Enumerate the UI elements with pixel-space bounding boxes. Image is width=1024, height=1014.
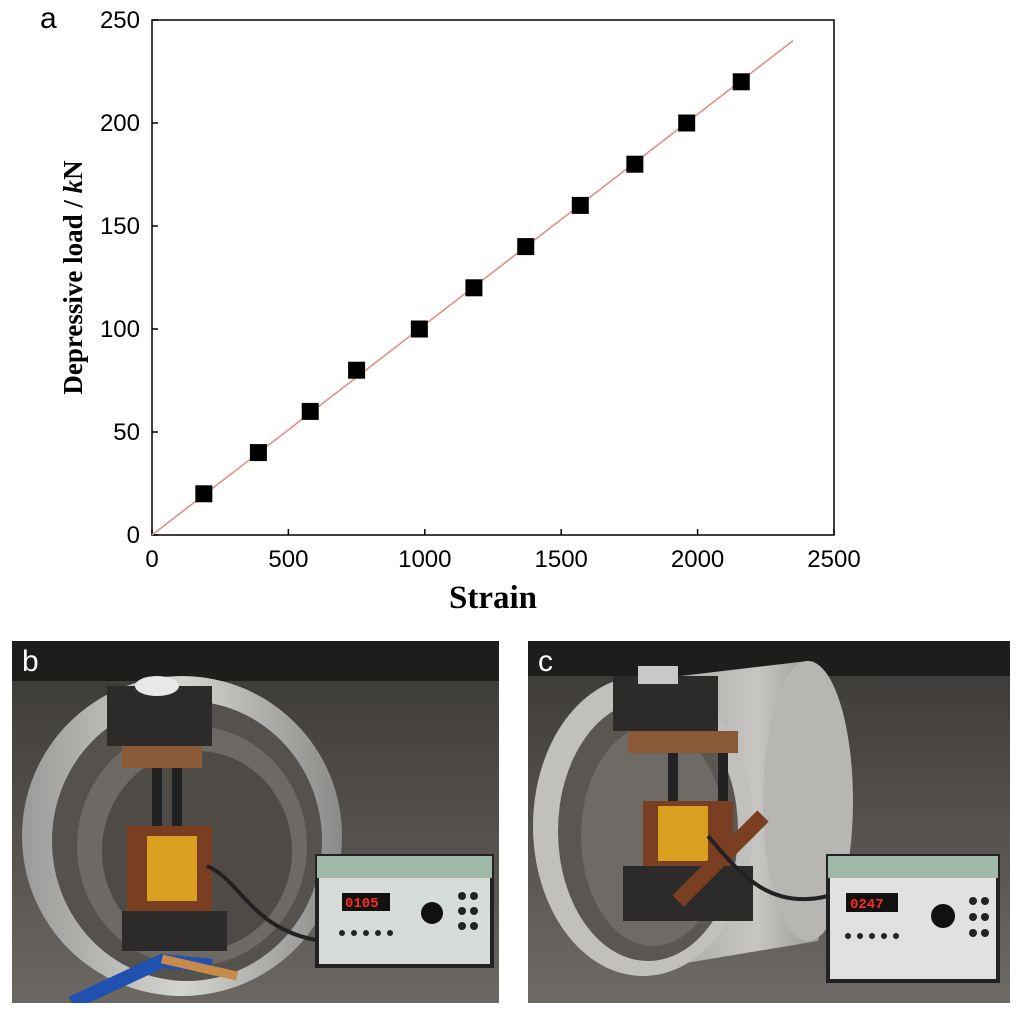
data-point-1	[249, 444, 267, 462]
data-point-10	[732, 73, 750, 91]
y-tick-label-1: 50	[113, 419, 140, 446]
y-tick-label-0: 0	[127, 522, 140, 549]
y-tick-label-4: 200	[100, 110, 140, 137]
data-point-0	[195, 485, 213, 503]
plot-frame	[151, 19, 835, 536]
x-tick-label-4: 2000	[671, 546, 724, 573]
data-point-8	[626, 155, 644, 173]
data-point-9	[678, 114, 696, 132]
data-point-7	[571, 196, 589, 214]
photo-b-display: 0105	[345, 896, 379, 912]
data-point-5	[465, 279, 483, 297]
photo-c-illustration: 0247	[528, 641, 1010, 1003]
photo-b: 0105 b	[12, 641, 499, 1003]
data-point-4	[410, 320, 428, 338]
panel-letter-c: c	[538, 645, 553, 678]
data-point-2	[301, 402, 319, 420]
data-point-6	[517, 238, 535, 256]
x-axis-label: Strain	[449, 580, 537, 616]
panel-letter-b: b	[22, 645, 39, 678]
y-tick-label-5: 250	[100, 7, 140, 34]
photo-c-display: 0247	[850, 897, 884, 913]
x-tick-label-0: 0	[145, 546, 158, 573]
y-tick-label-3: 150	[100, 213, 140, 240]
x-tick-label-5: 2500	[807, 546, 860, 573]
photo-b-illustration: 0105	[12, 641, 499, 1003]
y-axis-label: Depressive load / kN	[58, 160, 88, 395]
photo-c: 0247 c	[528, 641, 1010, 1003]
panel-letter-a: a	[40, 2, 57, 35]
strain-load-chart: 0 500 1000 1500 2000 2500 0 50 100 150 200 250 Strai…	[58, 7, 861, 616]
x-tick-label-2: 1000	[398, 546, 451, 573]
x-tick-label-3: 1500	[535, 546, 588, 573]
data-point-3	[348, 361, 366, 379]
x-tick-label-1: 500	[268, 546, 308, 573]
y-tick-label-2: 100	[100, 316, 140, 343]
